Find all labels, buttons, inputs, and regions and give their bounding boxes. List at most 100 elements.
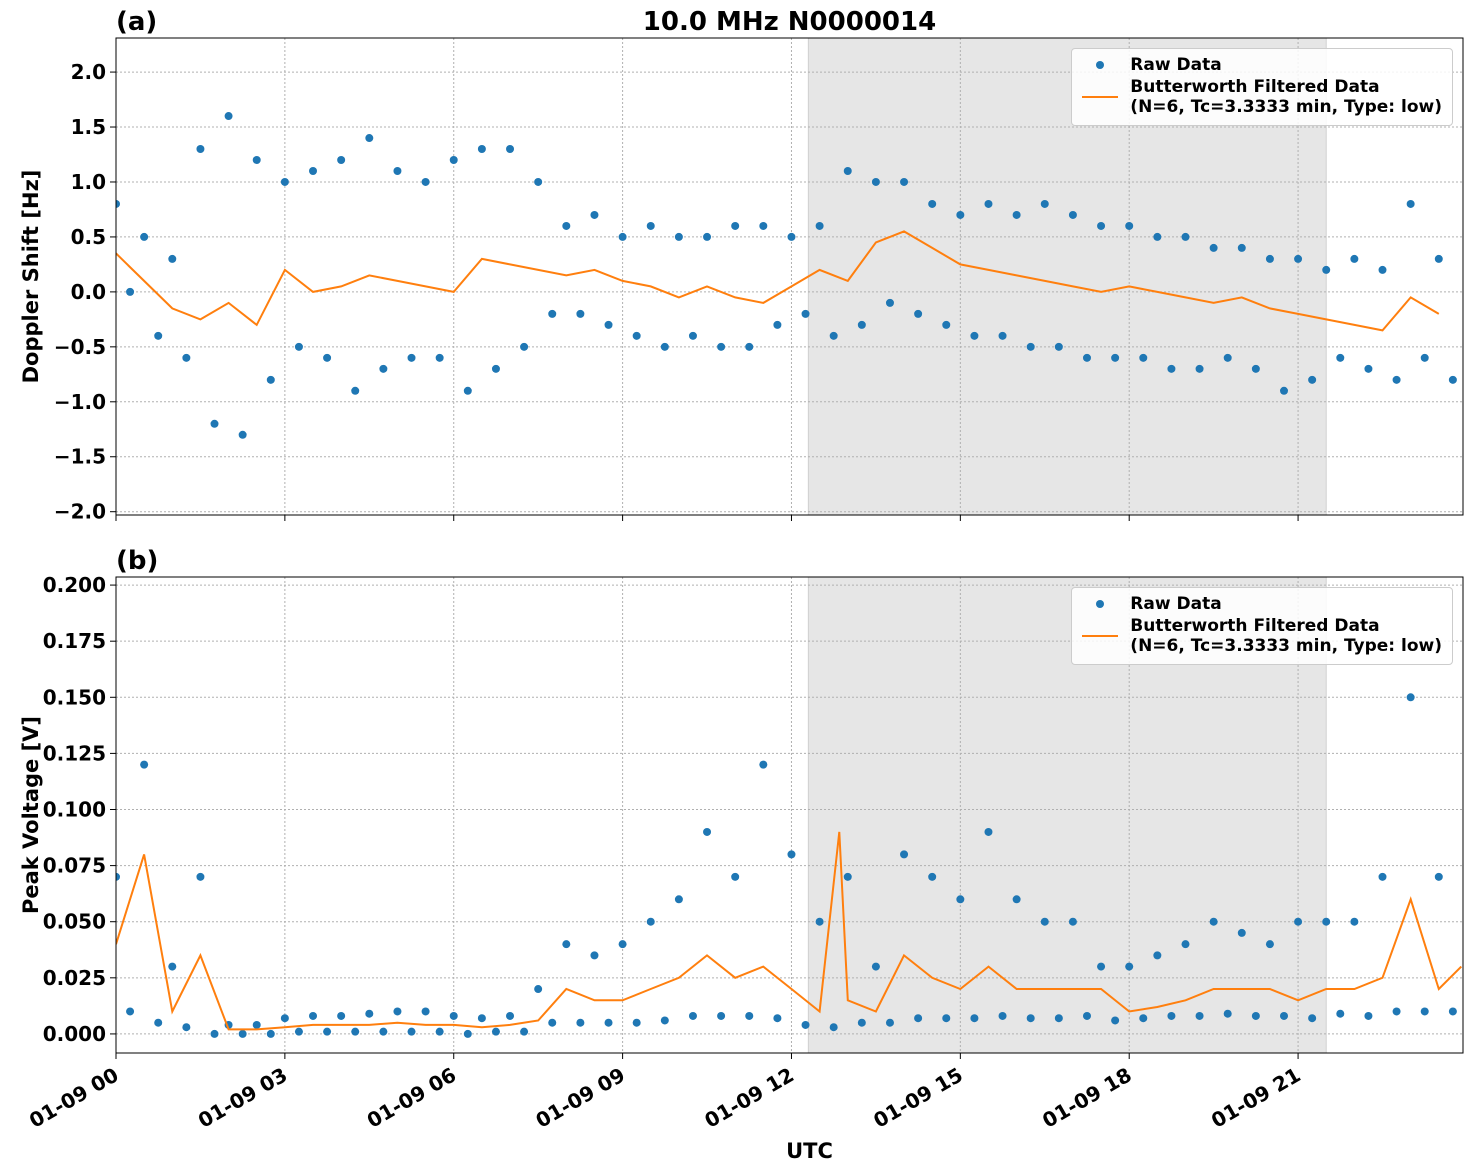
- raw-point: [491, 1027, 500, 1036]
- raw-point: [1434, 872, 1443, 881]
- raw-point: [759, 760, 768, 769]
- chart-title: 10.0 MHz N0000014: [643, 7, 936, 37]
- legend-key: [1082, 96, 1119, 98]
- raw-point: [857, 320, 866, 329]
- raw-point: [674, 232, 683, 241]
- raw-point: [956, 895, 965, 904]
- raw-point: [1294, 254, 1303, 263]
- raw-point: [407, 353, 416, 362]
- raw-point: [534, 177, 543, 186]
- raw-point: [618, 940, 627, 949]
- raw-point: [801, 309, 810, 318]
- raw-point: [520, 342, 529, 351]
- raw-point: [688, 1011, 697, 1020]
- raw-point: [393, 1007, 402, 1016]
- raw-point: [238, 1029, 247, 1038]
- y-tick-label: 0.150: [43, 685, 106, 709]
- raw-point: [1251, 364, 1260, 373]
- raw-point: [900, 850, 909, 859]
- raw-point: [900, 177, 909, 186]
- raw-point: [660, 1016, 669, 1025]
- y-tick-label: 0.125: [43, 741, 106, 765]
- legend-key: [1082, 635, 1119, 637]
- raw-point: [1040, 199, 1049, 208]
- raw-point: [857, 1018, 866, 1027]
- filtered-line: [116, 230, 1440, 332]
- raw-point: [294, 342, 303, 351]
- legend-label: Raw Data: [1130, 594, 1222, 614]
- raw-point: [1378, 265, 1387, 274]
- raw-point: [506, 145, 515, 154]
- raw-point: [463, 386, 472, 395]
- x-tick-label: 01-09 15: [869, 1063, 967, 1133]
- x-tick-label: 01-09 09: [532, 1063, 630, 1133]
- y-tick-label: −1.5: [54, 445, 106, 469]
- raw-point: [116, 199, 120, 208]
- raw-point: [168, 254, 177, 263]
- x-tick-label: 01-09 06: [363, 1063, 461, 1133]
- raw-point: [1378, 872, 1387, 881]
- raw-point: [1181, 232, 1190, 241]
- raw-point: [998, 1011, 1007, 1020]
- raw-point: [1336, 353, 1345, 362]
- legend-marker: [1096, 61, 1105, 69]
- raw-point: [942, 1014, 951, 1023]
- raw-point: [210, 419, 219, 428]
- raw-point: [1448, 375, 1457, 384]
- legend-entry: Raw Data: [1080, 55, 1442, 75]
- raw-point: [1040, 917, 1049, 926]
- y-tick-label: 0.100: [43, 798, 106, 822]
- raw-point: [520, 1027, 529, 1036]
- raw-point: [731, 221, 740, 230]
- raw-point: [1068, 917, 1077, 926]
- raw-point: [224, 112, 233, 121]
- raw-point: [1097, 962, 1106, 971]
- raw-point: [1294, 917, 1303, 926]
- raw-point: [1209, 243, 1218, 252]
- plot-frame: [115, 37, 1464, 516]
- raw-point: [1392, 1007, 1401, 1016]
- raw-point: [365, 134, 374, 143]
- raw-point: [323, 353, 332, 362]
- raw-point: [815, 221, 824, 230]
- raw-point: [534, 985, 543, 994]
- raw-point: [1167, 364, 1176, 373]
- raw-point: [562, 940, 571, 949]
- legend-label: Butterworth Filtered Data (N=6, Tc=3.333…: [1130, 616, 1442, 656]
- raw-point: [1280, 1011, 1289, 1020]
- raw-point: [1167, 1011, 1176, 1020]
- raw-point: [1012, 895, 1021, 904]
- raw-point: [843, 166, 852, 175]
- raw-point: [970, 331, 979, 340]
- raw-point: [885, 298, 894, 307]
- raw-point: [1181, 940, 1190, 949]
- y-tick-label: 0.050: [43, 910, 106, 934]
- raw-point: [421, 1007, 430, 1016]
- raw-point: [1350, 254, 1359, 263]
- raw-point: [646, 221, 655, 230]
- raw-point: [1223, 1009, 1232, 1018]
- raw-point: [140, 760, 149, 769]
- panel-label: (a): [116, 7, 157, 37]
- raw-point: [1097, 221, 1106, 230]
- raw-point: [1420, 353, 1429, 362]
- raw-point: [745, 342, 754, 351]
- raw-point: [604, 320, 613, 329]
- raw-point: [1082, 353, 1091, 362]
- raw-point: [1195, 364, 1204, 373]
- raw-point: [815, 917, 824, 926]
- raw-point: [196, 145, 205, 154]
- y-tick-label: 0.5: [71, 225, 106, 249]
- raw-point: [196, 872, 205, 881]
- raw-point: [928, 199, 937, 208]
- raw-point: [126, 287, 135, 296]
- raw-point: [1265, 940, 1274, 949]
- raw-point: [1322, 917, 1331, 926]
- raw-point: [632, 1018, 641, 1027]
- raw-point: [1420, 1007, 1429, 1016]
- raw-point: [1392, 375, 1401, 384]
- plot-frame: [115, 576, 1464, 1054]
- raw-point: [182, 1023, 191, 1032]
- raw-point: [984, 827, 993, 836]
